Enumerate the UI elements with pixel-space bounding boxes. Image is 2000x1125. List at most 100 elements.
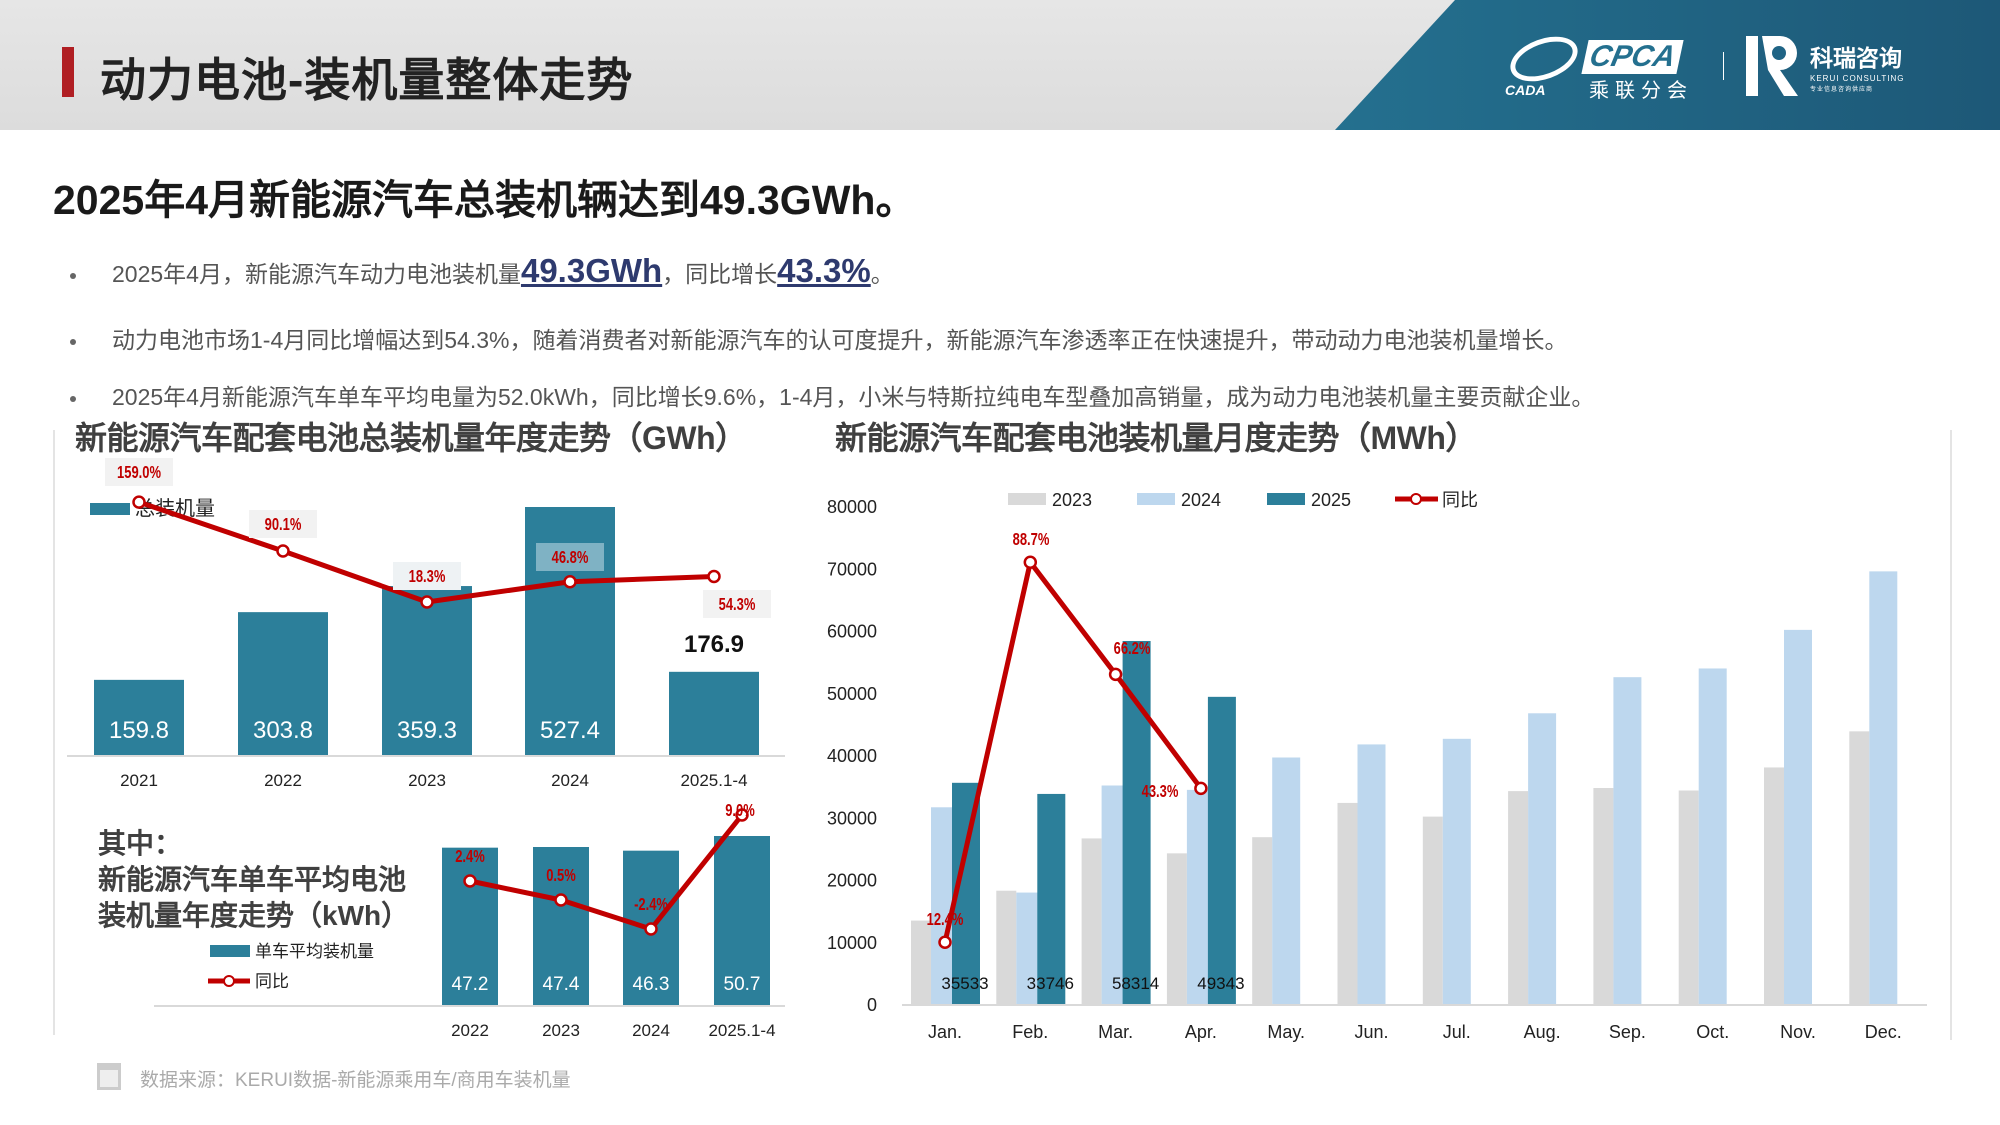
line-marker: [420, 595, 434, 609]
bar-2024: [1272, 757, 1301, 1004]
y-tick-label: 70000: [827, 559, 877, 579]
line-marker: [132, 495, 146, 509]
legend-label: 同比: [1442, 490, 1478, 510]
logo-divider: [1723, 52, 1724, 80]
cada-logo-text: CADA: [1505, 82, 1546, 98]
yoy-data-label: 90.1%: [265, 515, 302, 535]
bullet-dot-icon: [70, 395, 76, 402]
panel-divider-left: [53, 430, 55, 1035]
kerui-logo-en: KERUI CONSULTING: [1810, 74, 1905, 83]
bar-2023: [1422, 816, 1443, 1004]
legend-marker: [223, 975, 235, 987]
line-marker: [1108, 667, 1123, 682]
bar-2023: [1764, 767, 1784, 1004]
line-marker: [1023, 555, 1038, 570]
y-tick-label: 20000: [827, 871, 877, 891]
yoy-data-label: 66.2%: [1114, 639, 1151, 659]
bullet-text: 2025年4月，新能源汽车动力电池装机量: [112, 261, 521, 287]
bar-2023: [911, 920, 931, 1004]
bar-value-label: 35533: [941, 974, 988, 993]
x-tick-label: Apr.: [1185, 1022, 1217, 1042]
bar: [714, 836, 770, 1005]
legend-swatch-bar: [210, 945, 250, 957]
x-tick-label: Nov.: [1780, 1022, 1816, 1042]
bullet-item: 2025年4月，新能源汽车动力电池装机量49.3GWh，同比增长43.3%。: [70, 252, 894, 290]
yoy-data-label: 12.4%: [927, 910, 964, 930]
bar-value-label: 303.8: [253, 717, 313, 744]
x-tick-label: 2025.1-4: [680, 771, 747, 790]
yoy-line: [942, 559, 1203, 943]
legend-swatch-2024: [1137, 493, 1175, 505]
x-tick-label: Oct.: [1696, 1022, 1729, 1042]
bar-2023: [1252, 837, 1273, 1004]
yoy-data-label: 88.7%: [1013, 530, 1050, 550]
x-tick-label: 2024: [632, 1021, 670, 1040]
x-tick-label: Jul.: [1443, 1022, 1471, 1042]
y-tick-label: 30000: [827, 808, 877, 828]
bar-value-label: 176.9: [684, 631, 744, 658]
data-label-bg: [105, 458, 173, 486]
bar-value-label: 47.4: [543, 974, 580, 995]
line-marker: [276, 544, 290, 558]
panel-divider-right: [1950, 430, 1952, 1040]
data-label-bg: [393, 562, 461, 590]
bullet-dot-icon: [70, 338, 76, 345]
legend-swatch-bar: [90, 503, 130, 515]
bar-2025: [1207, 696, 1236, 1004]
header-bar: 动力电池-装机量整体走势 CADA CPCA 乘联分会 科瑞咨询 KERUI C…: [0, 0, 2000, 130]
bar-2024: [1698, 668, 1727, 1004]
bullet-item: 2025年4月新能源汽车单车平均电量为52.0kWh，同比增长9.6%，1-4月…: [70, 378, 1594, 412]
bar-value-label: 33746: [1027, 974, 1074, 993]
bullet-item: 动力电池市场1-4月同比增幅达到54.3%，随着消费者对新能源汽车的认可度提升，…: [70, 321, 1567, 355]
x-tick-label: 2023: [408, 771, 446, 790]
x-tick-label: 2021: [120, 771, 158, 790]
legend-swatch-2025: [1267, 493, 1305, 505]
bar-2024: [1869, 571, 1898, 1004]
legend-swatch-2023: [1008, 493, 1046, 505]
x-tick-label: 2022: [451, 1021, 489, 1040]
bar-value-label: 58314: [1112, 974, 1159, 993]
bar: [94, 679, 184, 755]
line-marker: [554, 893, 568, 907]
x-tick-label: Mar.: [1098, 1022, 1133, 1042]
bar-2023: [1678, 790, 1699, 1004]
y-tick-label: 60000: [827, 622, 877, 642]
x-tick-label: 2022: [264, 771, 302, 790]
bar-2025: [1037, 793, 1066, 1004]
bar-2023: [1593, 787, 1614, 1004]
bullet-text: 。: [870, 261, 894, 287]
bar-value-label: 527.4: [540, 717, 600, 744]
line-marker: [1194, 781, 1208, 796]
highlight-value: 43.3%: [777, 252, 871, 289]
line-marker: [938, 935, 952, 949]
bar-2023: [1337, 802, 1358, 1004]
bar-value-label: 359.3: [397, 717, 457, 744]
line-marker: [707, 569, 721, 584]
legend-marker: [1410, 493, 1422, 505]
x-tick-label: 2025.1-4: [708, 1021, 775, 1040]
x-tick-label: Jan.: [928, 1022, 962, 1042]
kerui-logo-sub: 专业信息咨询供应商: [1810, 87, 1874, 93]
x-tick-label: Feb.: [1012, 1022, 1048, 1042]
headline: 2025年4月新能源汽车总装机辆达到49.3GWh。: [53, 177, 917, 223]
legend-label: 总装机量: [135, 497, 215, 520]
yoy-data-label: 43.3%: [1142, 782, 1179, 802]
kerui-logo-cn: 科瑞咨询: [1810, 45, 1902, 71]
x-tick-label: Sep.: [1609, 1022, 1646, 1042]
bar: [669, 671, 759, 755]
y-tick-label: 40000: [827, 746, 877, 766]
yoy-data-label: 0.5%: [546, 866, 576, 886]
bar-value-label: 159.8: [109, 717, 169, 744]
legend-label: 2023: [1052, 490, 1092, 510]
y-tick-label: 10000: [827, 933, 877, 953]
cpca-logo-cn: 乘联分会: [1589, 80, 1693, 102]
y-tick-label: 50000: [827, 684, 877, 704]
legend-label: 2024: [1181, 490, 1221, 510]
y-tick-label: 80000: [827, 497, 877, 517]
calendar-icon: [97, 1063, 121, 1090]
yoy-data-label: 159.0%: [117, 463, 161, 483]
bar: [382, 586, 472, 755]
yoy-data-label: -2.4%: [634, 895, 668, 915]
data-label-bg: [536, 543, 604, 571]
